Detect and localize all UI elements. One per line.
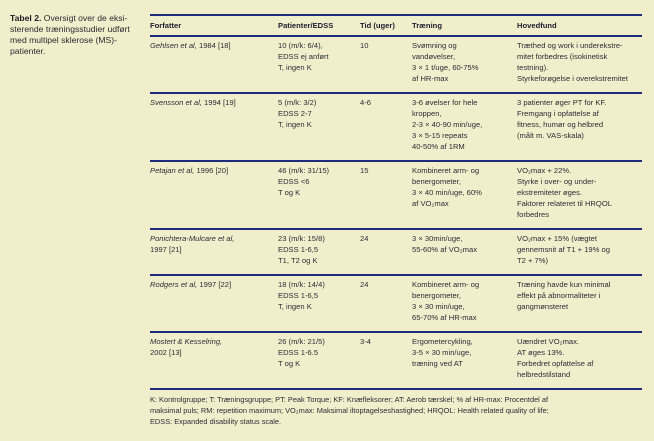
author-year: 1984 [18] (196, 41, 231, 50)
patients-edss-cell: 5 (m/k: 3/2) EDSS 2-7 T, ingen K (278, 98, 317, 129)
duration-cell: 10 (360, 41, 369, 50)
table-row-mostert-kesselring: Mostert & Kesselring, 2002 [13] 26 (m/k:… (150, 333, 642, 390)
duration-cell: 15 (360, 166, 369, 175)
duration-cell: 24 (360, 280, 369, 289)
training-cell: Kombineret arm- og benergometer, 3 × 40 … (412, 166, 482, 208)
table-caption: Tabel 2. Oversigt over de eksi- sterende… (10, 13, 140, 57)
author-cell: Petajan et al, 1996 [20] (150, 165, 278, 220)
author-year: 1994 [19] (201, 98, 236, 107)
table-caption-text: Oversigt over de eksi- sterende trænings… (10, 13, 130, 56)
author-year: 1997 [21] (150, 245, 182, 254)
author-name: Rodgers et al, (150, 280, 198, 289)
abbreviations-footnote: K: Kontrolgruppe; T: Træningsgruppe; PT:… (150, 395, 549, 426)
duration-cell: 4-6 (360, 98, 371, 107)
author-name: Gehlsen et al, (150, 41, 197, 50)
column-header-patienter-edss: Patienter/EDSS (278, 21, 334, 30)
table-row-gehlsen: Gehlsen et al, 1984 [18] 10 (m/k: 6/4), … (150, 37, 642, 94)
author-cell: Rodgers et al, 1997 [22] (150, 279, 278, 323)
findings-cell: Træning havde kun minimal effekt på abno… (517, 280, 611, 311)
author-year: 2002 [13] (150, 348, 182, 357)
column-header-traening: Træning (412, 21, 442, 30)
author-year: 1996 [20] (194, 166, 229, 175)
table-header-row: Forfatter Patienter/EDSS Tid (uger) Træn… (150, 14, 642, 37)
training-cell: Kombineret arm- og benergometer, 3 × 30 … (412, 280, 480, 322)
training-studies-table: Forfatter Patienter/EDSS Tid (uger) Træn… (150, 14, 642, 427)
table-row-petajan: Petajan et al, 1996 [20] 46 (m/k: 31/15)… (150, 162, 642, 230)
column-header-hovedfund: Hovedfund (517, 21, 557, 30)
table-row-svensson: Svensson et al, 1994 [19] 5 (m/k: 3/2) E… (150, 94, 642, 162)
author-cell: Mostert & Kesselring, 2002 [13] (150, 336, 278, 380)
duration-cell: 3-4 (360, 337, 371, 346)
author-year: 1997 [22] (197, 280, 232, 289)
patients-edss-cell: 10 (m/k: 6/4), EDSS ej anført T, ingen K (278, 41, 329, 72)
training-cell: Svømning og vandøvelser, 3 × 1 t/uge, 60… (412, 41, 479, 83)
patients-edss-cell: 23 (m/k: 15/8) EDSS 1-6,5 T1, T2 og K (278, 234, 325, 265)
training-cell: Ergometercykling, 3-5 × 30 min/uge, træn… (412, 337, 473, 368)
author-cell: Ponichtera-Mulcare et al, 1997 [21] (150, 233, 278, 266)
author-cell: Svensson et al, 1994 [19] (150, 97, 278, 152)
findings-cell: 3 patienter øger PT for KF. Fremgang i o… (517, 98, 607, 140)
patients-edss-cell: 18 (m/k: 14/4) EDSS 1-6,5 T, ingen K (278, 280, 325, 311)
table-row-ponichtera-mulcare: Ponichtera-Mulcare et al, 1997 [21] 23 (… (150, 230, 642, 276)
author-name: Svensson et al, (150, 98, 202, 107)
duration-cell: 24 (360, 234, 369, 243)
author-cell: Gehlsen et al, 1984 [18] (150, 40, 278, 84)
patients-edss-cell: 46 (m/k: 31/15) EDSS <6 T og K (278, 166, 330, 197)
training-cell: 3-6 øvelser for hele kroppen, 2-3 × 40-9… (412, 98, 483, 151)
author-name: Petajan et al, (150, 166, 195, 175)
table-caption-label: Tabel 2. (10, 13, 42, 23)
training-cell: 3 × 30min/uge, 55-60% af VO₂max (412, 234, 477, 254)
author-name: Ponichtera-Mulcare et al, (150, 234, 235, 243)
column-header-tid-uger: Tid (uger) (360, 21, 395, 30)
column-header-forfatter: Forfatter (150, 21, 182, 30)
findings-cell: Uændret VO₂max. AT øges 13%. Forbedret o… (517, 337, 594, 379)
author-name: Mostert & Kesselring, (150, 337, 223, 346)
findings-cell: VO₂max + 15% (vægtet gennemsnit af T1 + … (517, 234, 610, 265)
table-row-rodgers: Rodgers et al, 1997 [22] 18 (m/k: 14/4) … (150, 276, 642, 333)
patients-edss-cell: 26 (m/k: 21/5) EDSS 1-6.5 T og K (278, 337, 325, 368)
findings-cell: VO₂max + 22%. Styrke i over- og under- e… (517, 166, 612, 219)
findings-cell: Træthed og work i underekstre- mitet for… (517, 41, 628, 83)
